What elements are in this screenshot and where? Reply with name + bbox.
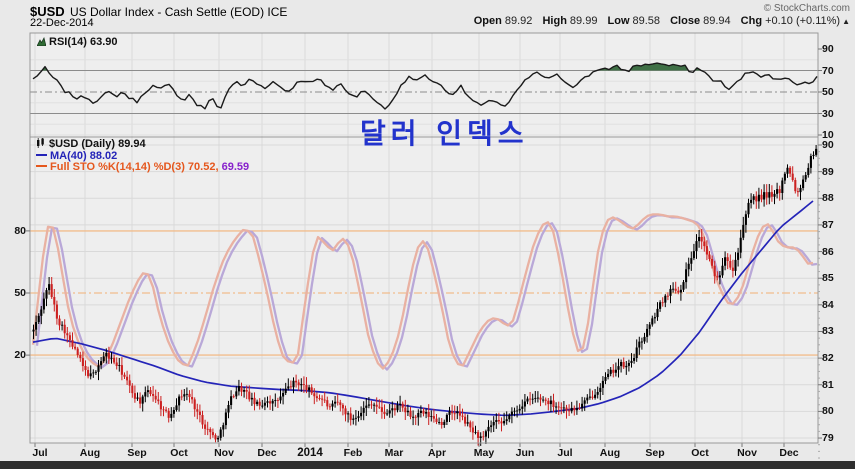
price-axis-tick-label: 82 — [822, 352, 834, 365]
price-axis-tick-label: 90 — [822, 139, 834, 151]
rsi-axis-tick-label: 90 — [822, 43, 834, 55]
price-axis-tick-label: 84 — [822, 298, 834, 311]
dollar-index-annotation: 달러 인덱스 — [360, 117, 529, 150]
chg-label: Chg — [740, 15, 763, 27]
open-value: 89.92 — [504, 15, 533, 27]
close-value: 89.94 — [703, 15, 731, 27]
sto-legend-label: Full STO %K(14,14) %D(3) 70.52, — [50, 161, 219, 173]
x-axis-month-label: Dec — [257, 447, 277, 459]
x-axis-month-label: Jun — [515, 447, 535, 459]
x-axis-month-label: Jul — [557, 447, 573, 459]
chart-date: 22-Dec-2014 — [30, 17, 94, 29]
high-value: 89.99 — [569, 15, 598, 27]
price-axis-tick-label: 79 — [822, 432, 834, 445]
sto-axis-tick-label: 80 — [14, 224, 26, 237]
chg-value: +0.10 (+0.11%) — [765, 15, 841, 27]
symbol-label: $USD — [30, 4, 65, 19]
price-axis-tick-label: 83 — [822, 325, 834, 338]
x-axis-month-label: 2014 — [297, 447, 323, 459]
sto-axis-tick-label: 50 — [14, 287, 26, 299]
x-axis-month-label: Dec — [779, 447, 799, 459]
bottom-divider-bar — [0, 461, 855, 469]
price-axis-tick-label: 80 — [822, 405, 834, 418]
sto-legend: Full STO %K(14,14) %D(3) 70.52, 69.59 — [36, 161, 249, 173]
rsi-mountain-icon — [36, 37, 47, 49]
chart-title: US Dollar Index - Cash Settle (EOD) ICE — [70, 5, 288, 19]
price-axis-tick-label: 89 — [822, 165, 834, 178]
copyright: © StockCharts.com — [763, 3, 850, 14]
x-axis-month-label: Mar — [384, 447, 404, 459]
rsi-legend-label: RSI(14) 63.90 — [49, 36, 118, 48]
price-legend: $USD (Daily) 89.94 — [36, 138, 146, 151]
open-label: Open — [473, 15, 502, 27]
low-value: 89.58 — [632, 15, 661, 27]
ma-line-swatch — [36, 154, 47, 156]
candlestick-icon — [36, 138, 46, 151]
ohlc-quote-row: Open 89.92 High 89.99 Low 89.58 Close 89.94 … — [467, 15, 850, 27]
price-axis-tick-label: 86 — [822, 245, 834, 258]
ma-legend-label: MA(40) 88.02 — [50, 150, 118, 162]
sto-line-swatch — [36, 165, 47, 167]
x-axis-month-label: Sep — [645, 447, 665, 459]
x-axis-month-label: Sep — [127, 447, 147, 459]
x-axis-month-label: Oct — [170, 447, 188, 459]
sto-axis-tick-label: 20 — [14, 349, 26, 362]
price-axis-tick-label: 87 — [822, 218, 834, 231]
price-axis-tick-label: 81 — [822, 378, 834, 391]
high-label: High — [542, 15, 567, 27]
close-label: Close — [670, 15, 701, 27]
x-axis-month-label: Aug — [79, 447, 101, 459]
price-axis-tick-label: 85 — [822, 272, 834, 285]
x-axis-month-label: Aug — [599, 447, 621, 459]
ma-legend: MA(40) 88.02 — [36, 150, 117, 162]
x-axis-month-label: May — [473, 447, 495, 459]
rsi-axis-tick-label: 50 — [822, 86, 834, 98]
price-axis-tick-label: 88 — [822, 192, 834, 205]
rsi-axis-tick-label: 70 — [822, 64, 834, 77]
price-legend-label: $USD (Daily) 89.94 — [49, 138, 146, 150]
x-axis-month-label: Nov — [737, 447, 757, 459]
sto-d-value: 69.59 — [221, 161, 250, 173]
rsi-legend: RSI(14) 63.90 — [36, 36, 118, 49]
x-axis-month-label: Oct — [691, 447, 709, 459]
up-triangle-icon: ▲ — [842, 17, 850, 26]
x-axis-month-label: Nov — [214, 447, 234, 459]
x-axis-month-label: Feb — [343, 447, 363, 459]
x-axis-month-label: Jul — [32, 447, 48, 459]
low-label: Low — [607, 15, 630, 27]
x-axis-month-label: Apr — [427, 447, 447, 459]
rsi-axis-tick-label: 10 — [822, 129, 834, 141]
rsi-axis-tick-label: 30 — [822, 107, 834, 120]
